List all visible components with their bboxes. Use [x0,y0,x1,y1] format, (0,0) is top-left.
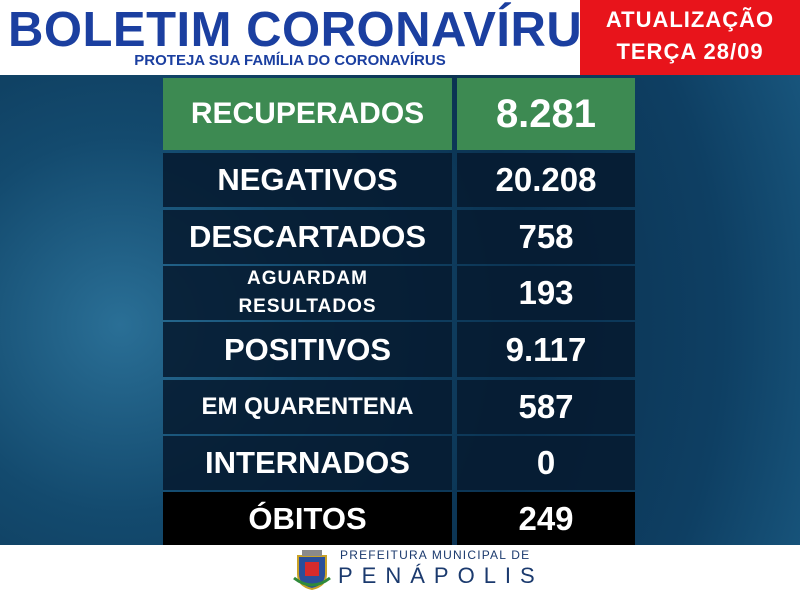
row-label: POSITIVOS [163,322,452,377]
subtitle: PROTEJA SUA FAMÍLIA DO CORONAVÍRUS [134,52,446,69]
footer-line2: PENÁPOLIS [338,563,544,588]
row-value: 8.281 [457,78,635,150]
row-label: AGUARDAM RESULTADOS [163,266,452,320]
row-value: 9.117 [457,322,635,377]
row-label: ÓBITOS [163,492,452,545]
row-label: NEGATIVOS [163,153,452,207]
update-date: TERÇA 28/09 [616,39,764,64]
row-value: 587 [457,380,635,434]
row-label: DESCARTADOS [163,210,452,264]
update-box: ATUALIZAÇÃO TERÇA 28/09 [580,0,800,75]
row-label: EM QUARENTENA [163,380,452,434]
row-value: 249 [457,492,635,545]
title: BOLETIM CORONAVÍRUS [8,3,616,57]
row-label: RECUPERADOS [163,78,452,150]
coat-of-arms [293,550,331,590]
row-value: 758 [457,210,635,264]
row-value: 193 [457,266,635,320]
row-value: 0 [457,436,635,490]
footer-line1: PREFEITURA MUNICIPAL DE [340,548,531,562]
row-value: 20.208 [457,153,635,207]
update-label: ATUALIZAÇÃO [605,7,775,32]
footer-band [0,545,800,591]
row-label: INTERNADOS [163,436,452,490]
